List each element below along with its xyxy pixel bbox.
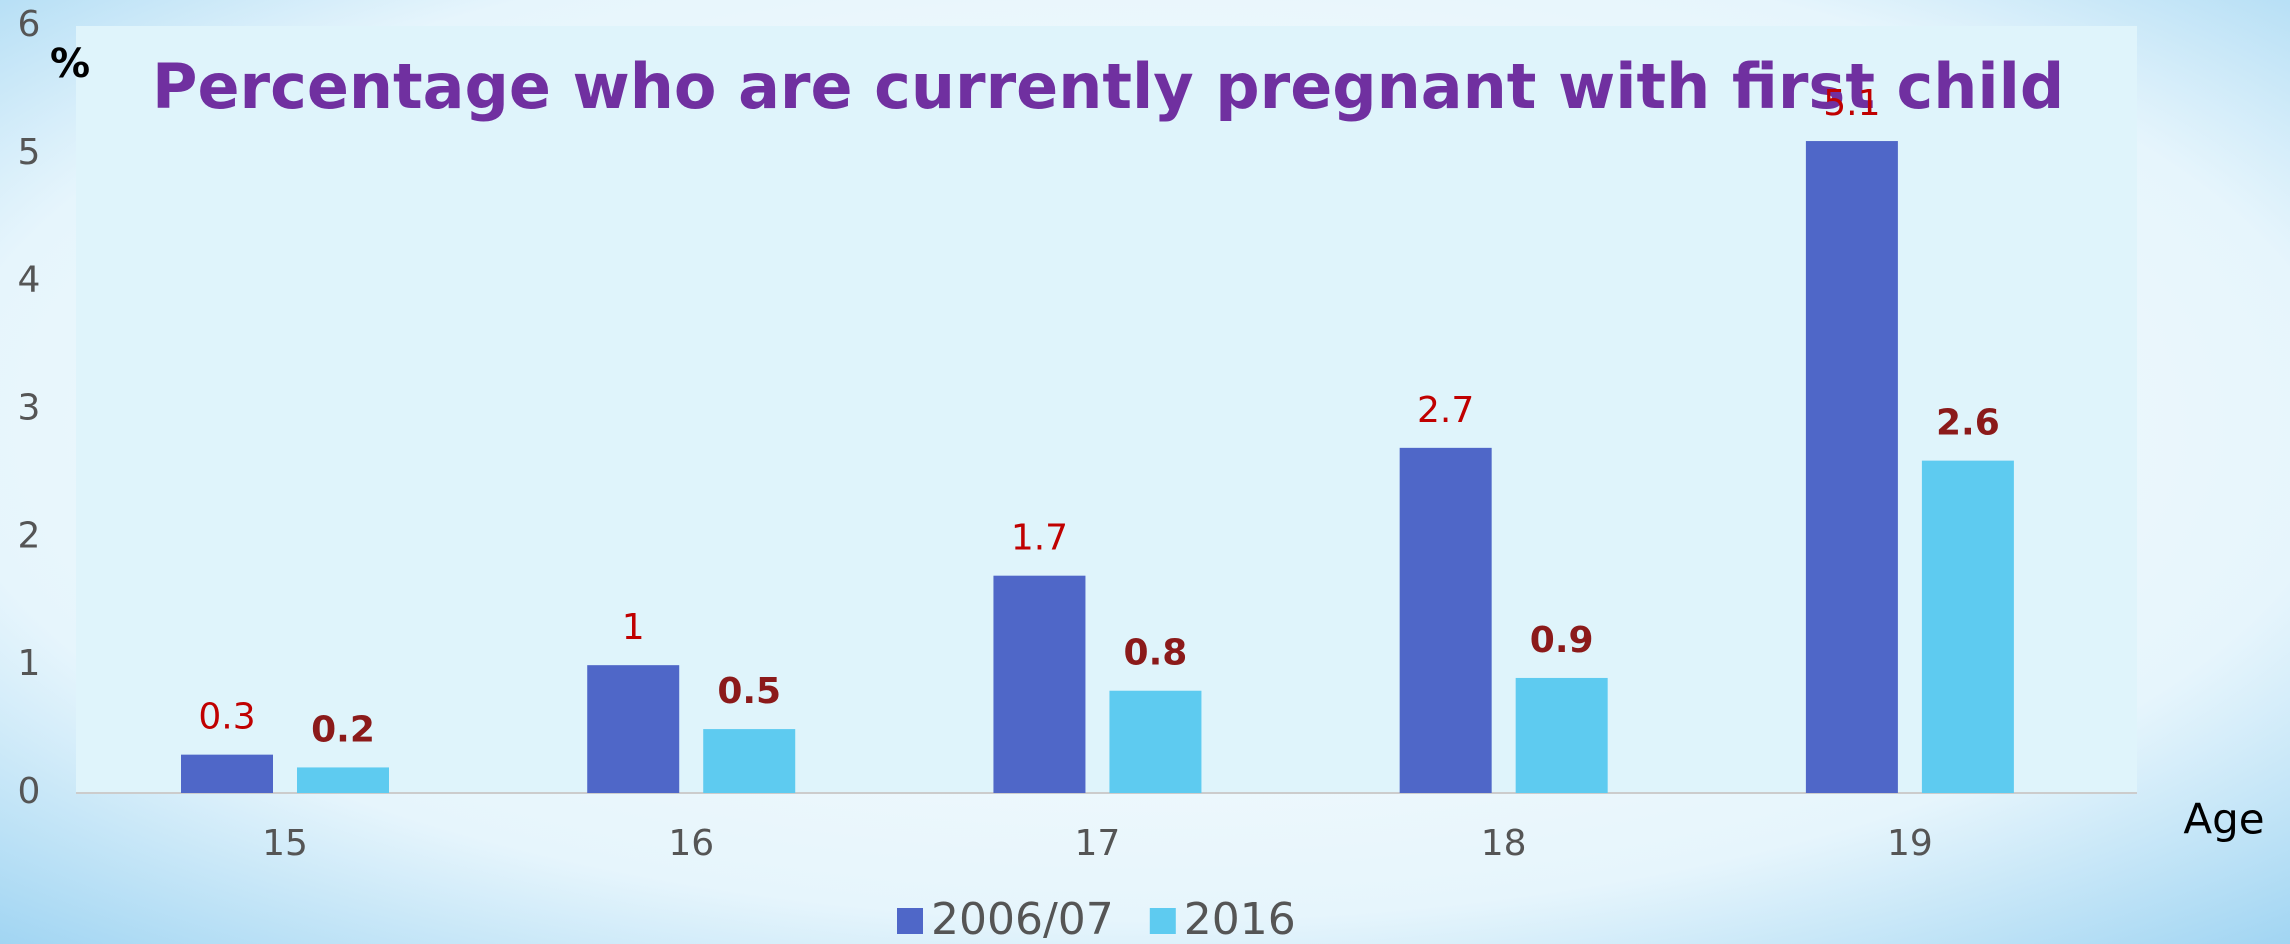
data-label: 1.7 [1011,518,1068,559]
data-label: 0.9 [1530,620,1594,661]
data-label: 5.1 [1823,83,1880,124]
data-label: 0.3 [198,697,255,738]
x-tick-label: 19 [1887,823,1933,864]
data-label: 0.5 [717,671,781,712]
bar [703,729,796,793]
data-label: 2.6 [1936,403,2000,444]
y-tick-label: 2 [18,515,41,556]
y-tick-label: 0 [18,771,41,812]
x-axis-label: Age [2183,795,2264,844]
data-label: 0.2 [311,709,375,750]
bar [1399,447,1492,793]
y-tick-label: 4 [18,260,41,301]
legend-label: 2006/07 [931,894,1114,944]
plot-area [76,26,2137,793]
y-tick-label: 1 [18,643,41,684]
y-axis-label: % [50,41,90,87]
bar [1921,460,2014,793]
data-label: 1 [622,607,645,648]
bar [1109,690,1202,793]
y-tick-label: 3 [18,388,41,429]
x-tick-label: 17 [1075,823,1121,864]
data-label: 0.8 [1124,633,1188,674]
y-tick-label: 5 [18,132,41,173]
legend-swatch [1149,908,1176,934]
bar [1515,677,1608,793]
x-tick-label: 18 [1481,823,1527,864]
bar [1805,141,1898,794]
chart-title: Percentage who are currently pregnant wi… [152,50,2064,123]
x-tick-label: 16 [668,823,714,864]
y-tick-label: 6 [18,4,41,45]
legend-swatch [897,908,923,934]
bar [181,754,273,793]
bar [297,767,389,793]
data-label: 2.7 [1417,390,1474,431]
legend-label: 2016 [1184,894,1296,944]
x-tick-label: 15 [262,823,308,864]
bar [587,665,680,793]
bar [993,575,1086,793]
